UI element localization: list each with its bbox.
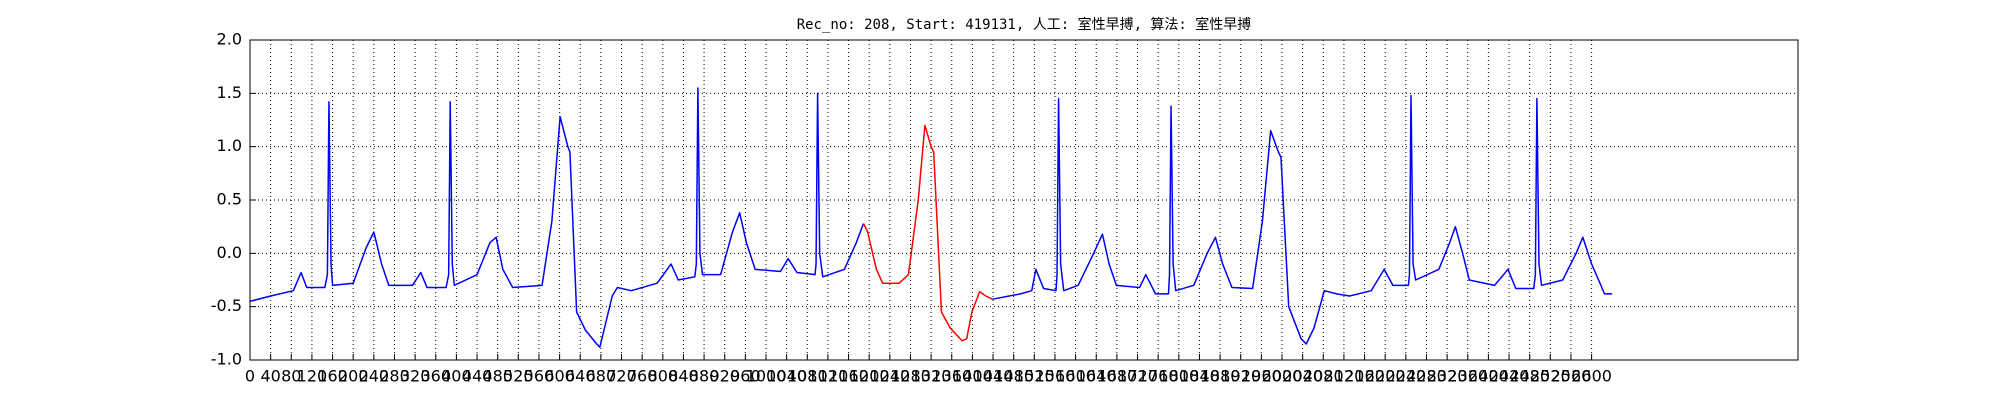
x-tick-label: 1760 — [1138, 367, 1179, 386]
x-tick-label: 40 — [260, 367, 280, 386]
plot-frame — [249, 39, 1799, 361]
x-tick-label: 1960 — [1241, 367, 1282, 386]
x-tick-label: 440 — [462, 367, 493, 386]
x-tick-label: 1000 — [746, 367, 787, 386]
x-tick-label: 80 — [281, 367, 301, 386]
chart-title: Rec_no: 208, Start: 419131, 人工: 室性早搏, 算法… — [797, 16, 1252, 33]
x-tick-label: 200 — [338, 367, 369, 386]
x-tick-label: 640 — [565, 367, 596, 386]
x-tick-label: 1520 — [1014, 367, 1055, 386]
x-tick-label: 1560 — [1035, 367, 1076, 386]
ecg-line — [249, 87, 1613, 348]
ecg-line — [862, 124, 993, 342]
x-tick-label: 2320 — [1427, 367, 1468, 386]
y-tick-label: 1.5 — [217, 83, 242, 102]
x-tick-label: 1120 — [808, 367, 849, 386]
x-tick-label: 2440 — [1489, 367, 1530, 386]
x-tick-label: 1480 — [993, 367, 1034, 386]
x-tick-label: 2120 — [1324, 367, 1365, 386]
x-tick-label: 2360 — [1447, 367, 1488, 386]
x-tick-label: 2600 — [1571, 367, 1612, 386]
x-tick-label: 1800 — [1158, 367, 1199, 386]
x-tick-label: 1600 — [1055, 367, 1096, 386]
x-tick-label: 0 — [245, 367, 255, 386]
x-tick-label: 1320 — [911, 367, 952, 386]
x-tick-label: 1440 — [973, 367, 1014, 386]
x-tick-label: 2400 — [1468, 367, 1509, 386]
x-tick-label: 960 — [730, 367, 761, 386]
x-tick-label: 2240 — [1385, 367, 1426, 386]
y-tick-label: 1.0 — [217, 136, 242, 155]
x-tick-label: 2560 — [1551, 367, 1592, 386]
x-tick-label: 480 — [482, 367, 513, 386]
x-tick-label: 240 — [359, 367, 390, 386]
x-tick-label: 1280 — [890, 367, 931, 386]
x-tick-label: 1400 — [952, 367, 993, 386]
y-tick-label: 0.5 — [217, 190, 242, 209]
x-tick-label: 680 — [586, 367, 617, 386]
x-tick-label: 1040 — [766, 367, 807, 386]
x-tick-label: 2040 — [1282, 367, 1323, 386]
x-tick-label: 1080 — [787, 367, 828, 386]
x-tick-label: 1200 — [849, 367, 890, 386]
y-tick-label: -0.5 — [211, 296, 242, 315]
x-tick-label: 2160 — [1344, 367, 1385, 386]
x-tick-label: 920 — [709, 367, 740, 386]
x-tick-label: 1240 — [869, 367, 910, 386]
x-tick-label: 520 — [503, 367, 534, 386]
x-tick-label: 1880 — [1200, 367, 1241, 386]
y-tick-label: 2.0 — [217, 30, 242, 49]
y-tick-label: 0.0 — [217, 243, 242, 262]
x-tick-label: 1720 — [1117, 367, 1158, 386]
x-tick-label: 160 — [317, 367, 348, 386]
x-tick-label: 800 — [648, 367, 679, 386]
x-tick-label: 560 — [524, 367, 555, 386]
x-tick-label: 320 — [400, 367, 431, 386]
y-tick-label: -1.0 — [211, 350, 242, 369]
x-tick-label: 2080 — [1303, 367, 1344, 386]
x-tick-label: 1680 — [1097, 367, 1138, 386]
x-tick-label: 760 — [627, 367, 658, 386]
x-tick-label: 360 — [420, 367, 451, 386]
x-tick-label: 400 — [441, 367, 472, 386]
x-tick-label: 2000 — [1262, 367, 1303, 386]
x-tick-label: 1920 — [1220, 367, 1261, 386]
x-tick-label: 1360 — [931, 367, 972, 386]
x-tick-label: 600 — [544, 367, 575, 386]
x-tick-label: 1640 — [1076, 367, 1117, 386]
x-tick-label: 280 — [379, 367, 410, 386]
x-tick-label: 1160 — [828, 367, 869, 386]
x-tick-label: 2280 — [1406, 367, 1447, 386]
x-tick-label: 120 — [297, 367, 328, 386]
x-tick-label: 2520 — [1530, 367, 1571, 386]
x-tick-label: 1840 — [1179, 367, 1220, 386]
x-tick-label: 720 — [606, 367, 637, 386]
x-tick-label: 2480 — [1509, 367, 1550, 386]
x-tick-label: 2200 — [1365, 367, 1406, 386]
x-tick-label: 880 — [689, 367, 720, 386]
x-tick-label: 840 — [668, 367, 699, 386]
